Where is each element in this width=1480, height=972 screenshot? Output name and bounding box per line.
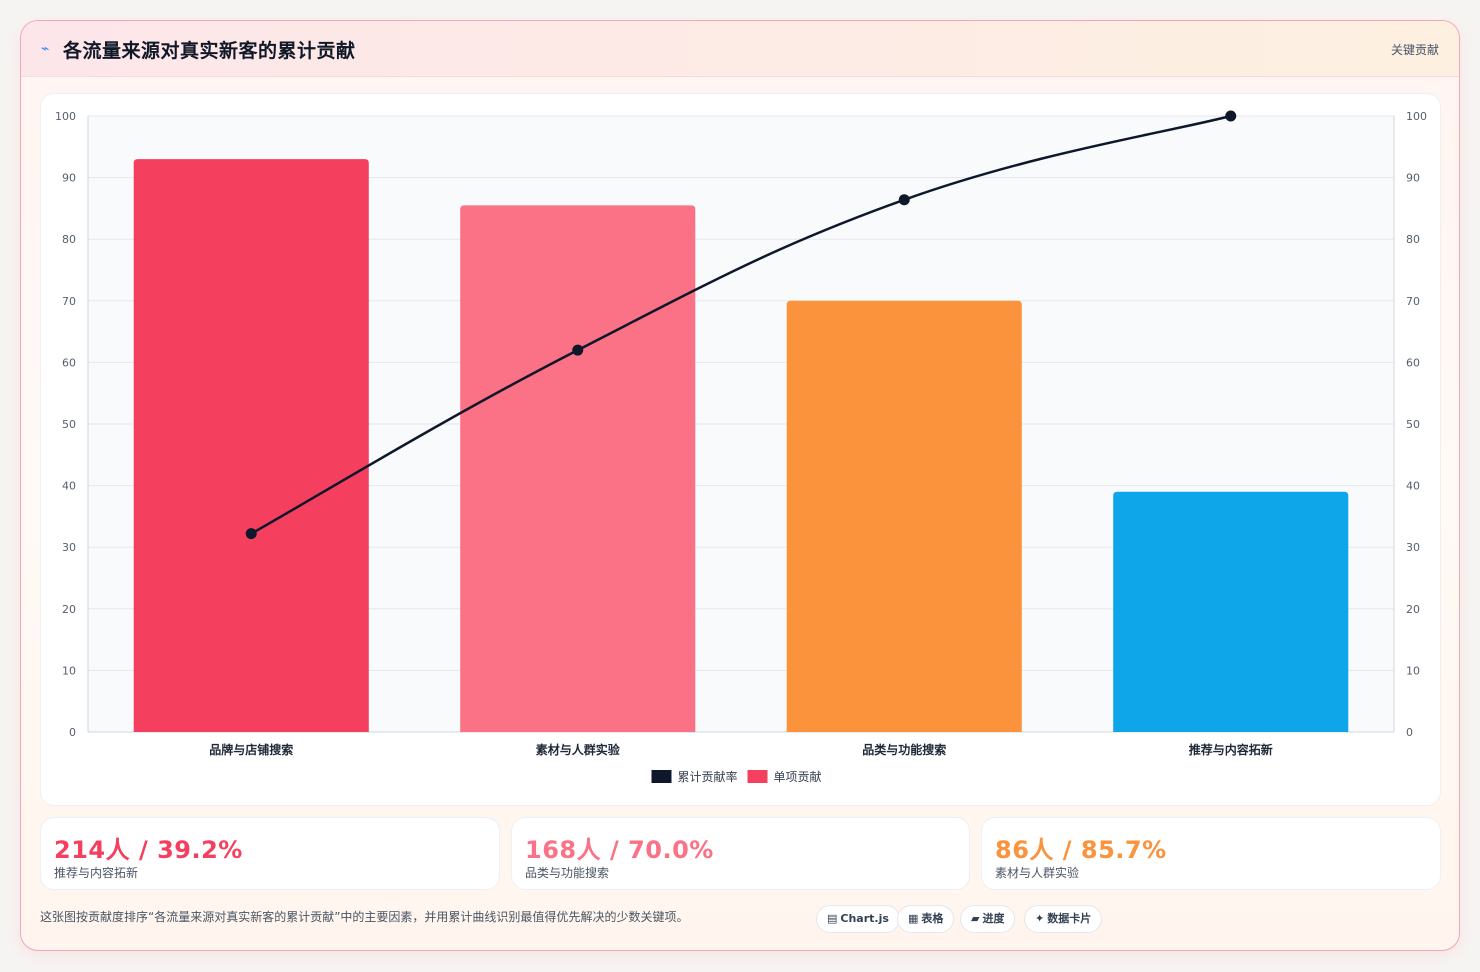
stat-value: 86人 / 85.7% [995,836,1167,864]
cumulative-point-2 [572,344,584,356]
x-tick-label: 推荐与内容拓新 [1189,742,1273,757]
y-tick-label: 50 [62,418,76,431]
progress-icon: ▰ [971,912,980,925]
y2-tick-label: 10 [1406,664,1420,677]
chart-icon: ▤ [827,912,838,925]
chart-title: 各流量来源对真实新客的累计贡献 [63,40,356,62]
trend-icon: ⌁ [41,41,50,57]
table-icon: ▦ [908,912,919,925]
pill-label: 表格 [921,912,944,925]
y-tick-label: 20 [62,603,76,616]
card-header: ⌁ 各流量来源对真实新客的累计贡献 关键贡献 [21,21,1459,77]
bar-3 [786,300,1022,732]
y2-tick-label: 20 [1406,603,1420,616]
stat-card-1: 214人 / 39.2% 推荐与内容拓新 [40,817,500,890]
cumulative-line [250,114,1232,535]
legend-swatch [651,770,672,783]
stat-card-3: 86人 / 85.7% 素材与人群实验 [981,817,1441,890]
y-tick-label: 90 [62,172,76,185]
y2-tick-label: 90 [1406,172,1420,185]
legend-swatch [747,770,768,783]
y-tick-label: 70 [62,295,76,308]
stat-label: 推荐与内容拓新 [54,866,139,880]
x-tick-label: 品牌与店铺搜索 [209,742,293,757]
y-tick-label: 30 [62,541,76,554]
stat-label: 素材与人群实验 [995,866,1080,880]
header-tag: 关键贡献 [1390,43,1439,57]
y-tick-label: 100 [55,110,76,123]
sparkle-icon: ✦ [1035,912,1045,925]
legend-label: 累计贡献率 [678,769,738,784]
pill-label: 进度 [982,912,1005,925]
y-tick-label: 40 [62,480,76,493]
chart-footnote: 这张图按贡献度排序“各流量来源对真实新客的累计贡献”中的主要因素，并用累计曲线识… [40,910,689,924]
y-tick-label: 0 [69,726,76,739]
pill-chartjs[interactable]: ▤ Chart.js [816,905,900,933]
bar-4 [1113,491,1349,732]
y-tick-label: 80 [62,233,76,246]
y2-tick-label: 30 [1406,541,1420,554]
pill-table[interactable]: ▦ 表格 [897,905,955,933]
y2-tick-label: 80 [1406,233,1420,246]
pill-label: 数据卡片 [1047,912,1092,925]
stat-value: 214人 / 39.2% [54,836,243,864]
y2-tick-label: 60 [1406,356,1420,369]
bar-1 [133,159,369,732]
bar-2 [460,205,696,732]
pill-data-card[interactable]: ✦ 数据卡片 [1024,905,1103,933]
pill-label: Chart.js [840,912,889,925]
x-tick-label: 素材与人群实验 [536,742,621,757]
pill-progress[interactable]: ▰ 进度 [960,905,1016,933]
y2-tick-label: 0 [1406,726,1413,739]
stat-label: 品类与功能搜索 [525,866,610,880]
y2-tick-label: 50 [1406,418,1420,431]
pareto-chart: 0 10 20 30 40 50 60 70 80 90 100 0 10 20 30 40 50 60 70 80 9… [55,110,1427,784]
y-tick-label: 60 [62,356,76,369]
cumulative-point-3 [898,194,910,206]
stat-value: 168人 / 70.0% [525,836,714,864]
y2-tick-label: 40 [1406,480,1420,493]
x-tick-label: 品类与功能搜索 [862,742,946,757]
stat-card-2: 168人 / 70.0% 品类与功能搜索 [511,817,970,890]
cumulative-point-4 [1225,110,1237,122]
y-tick-label: 10 [62,664,76,677]
legend-label: 单项贡献 [774,769,822,784]
chart-panel: 0 10 20 30 40 50 60 70 80 90 100 0 10 20 30 40 50 60 70 80 9… [40,93,1441,806]
y2-tick-label: 70 [1406,295,1420,308]
chart-card: ⌁ 各流量来源对真实新客的累计贡献 关键贡献 0 10 20 30 40 50 60 70 80… [20,20,1460,951]
y2-tick-label: 100 [1406,110,1427,123]
cumulative-point-1 [245,528,257,540]
